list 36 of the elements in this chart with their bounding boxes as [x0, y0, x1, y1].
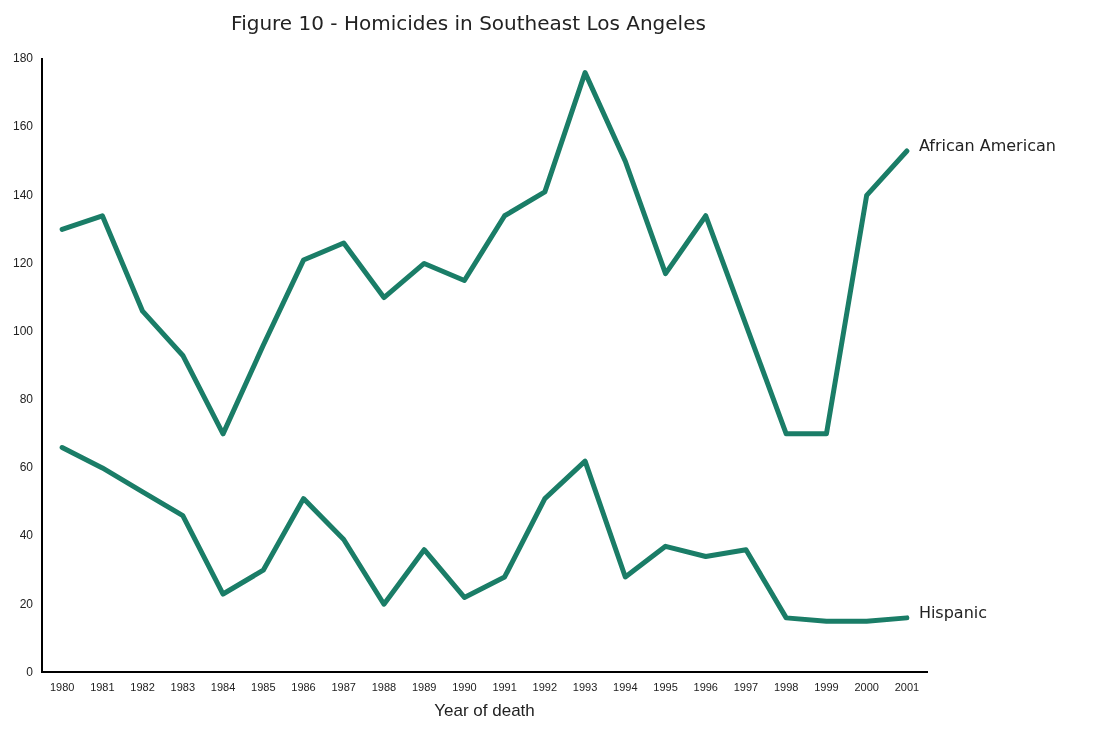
y-tick-label: 40 [19, 528, 34, 543]
y-tick-label: 140 [12, 187, 34, 202]
y-tick-label: 20 [19, 596, 34, 611]
x-tick-label: 2000 [854, 681, 879, 694]
x-tick-label: 1995 [653, 681, 678, 694]
x-tick-label: 1981 [90, 681, 115, 694]
x-tick-label: 1998 [773, 681, 799, 694]
x-tick-label: 2001 [894, 681, 920, 694]
x-tick-label: 1982 [130, 681, 155, 694]
x-tick-label: 1988 [371, 681, 397, 694]
x-tick-label: 1989 [411, 681, 437, 694]
series-label: Hispanic [918, 603, 988, 623]
x-tick-label: 1986 [291, 681, 316, 694]
x-tick-label: 1992 [532, 681, 558, 694]
x-tick-label: 1991 [492, 681, 517, 694]
x-tick-label: 1983 [170, 681, 196, 694]
x-tick-label: 1990 [452, 681, 477, 694]
y-tick-label: 100 [12, 323, 34, 338]
x-tick-label: 1994 [613, 681, 638, 694]
x-tick-label: 1987 [331, 681, 356, 694]
y-tick-label: 160 [12, 119, 34, 134]
x-tick-label: 1984 [210, 681, 236, 694]
x-tick-label: 1993 [572, 681, 598, 694]
x-tick-label: 1996 [693, 681, 718, 694]
x-tick-label: 1980 [49, 681, 75, 694]
y-tick-label: 60 [19, 460, 34, 475]
series-label: African American [918, 136, 1056, 156]
y-tick-label: 120 [12, 255, 34, 270]
y-tick-label: 0 [26, 664, 34, 679]
chart-title: Figure 10 - Homicides in Southeast Los Angeles [231, 11, 706, 36]
y-tick-label: 80 [19, 392, 34, 407]
x-axis-title: Year of death [434, 701, 535, 721]
y-tick-label: 180 [12, 51, 34, 66]
x-tick-label: 1999 [814, 681, 839, 694]
x-tick-label: 1997 [733, 681, 759, 694]
x-tick-label: 1985 [251, 681, 276, 694]
